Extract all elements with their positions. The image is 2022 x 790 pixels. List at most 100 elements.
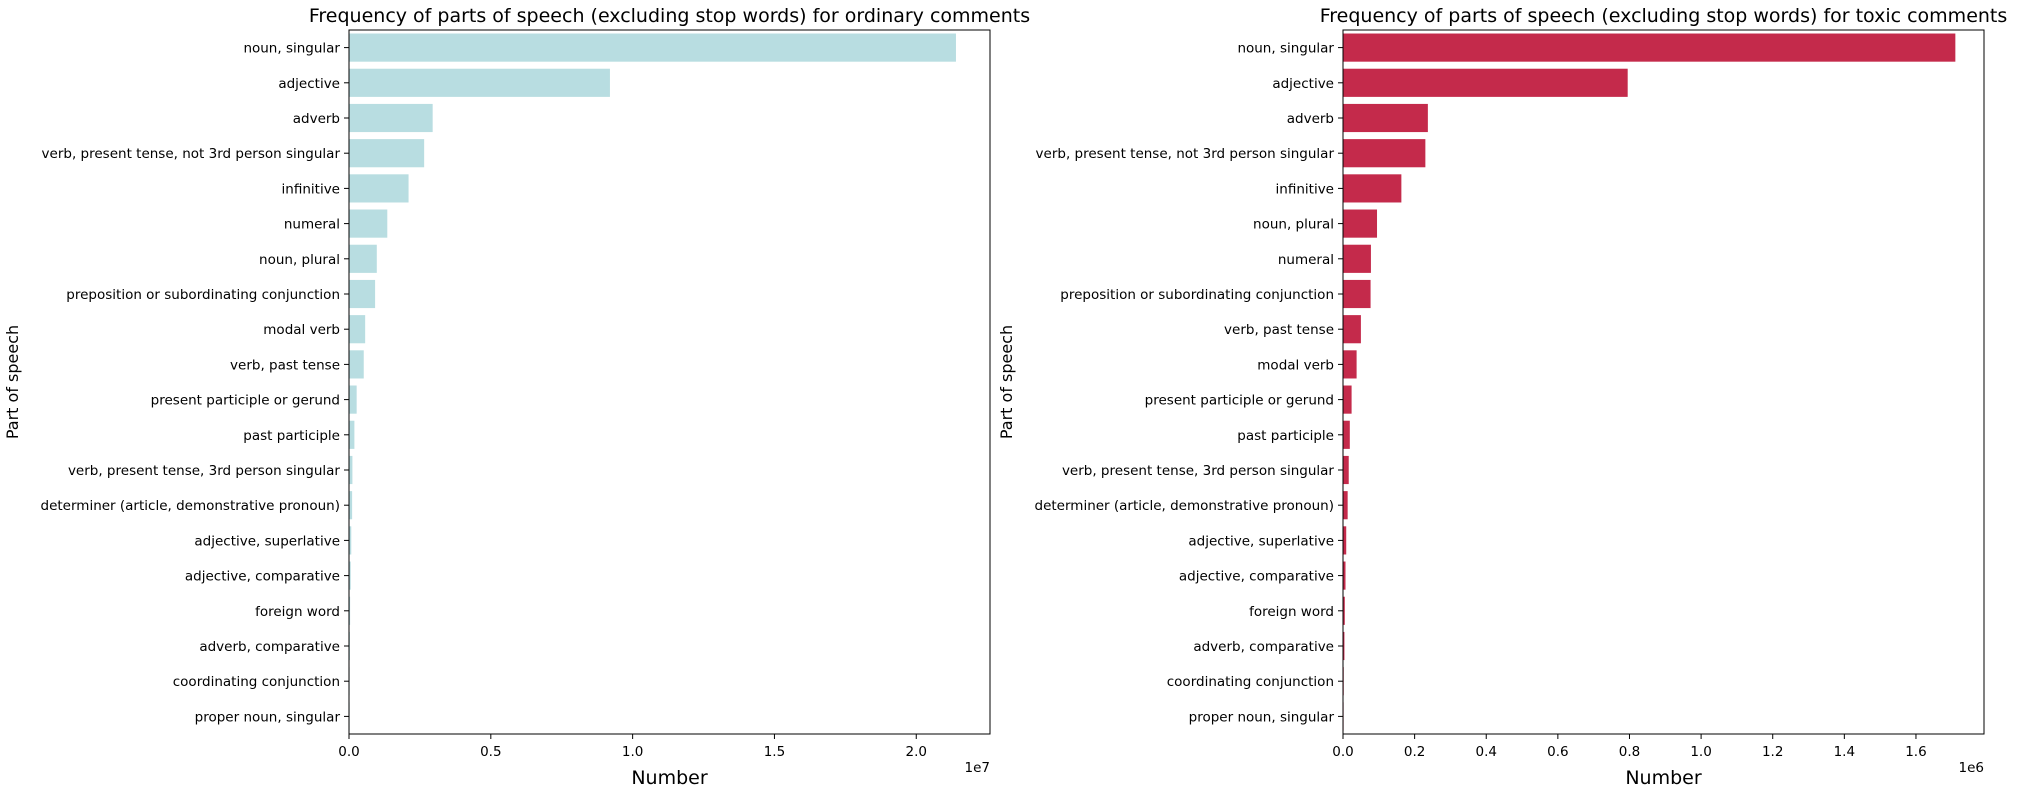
plot-frame xyxy=(1342,29,1985,735)
x-tick-label: 1.0 xyxy=(622,744,643,760)
category-label: adjective, superlative xyxy=(1188,533,1334,549)
bar xyxy=(1343,103,1428,133)
bar xyxy=(1343,631,1345,661)
category-label: past participle xyxy=(243,428,340,444)
bar xyxy=(1343,596,1345,625)
category-label: verb, present tense, not 3rd person sing… xyxy=(42,146,341,162)
bar xyxy=(1343,420,1350,449)
x-axis-label: Number xyxy=(1625,767,1702,789)
category-label: foreign word xyxy=(255,604,340,620)
bar xyxy=(1343,526,1347,555)
x-tick-label: 1.0 xyxy=(1690,744,1711,760)
category-label: noun, singular xyxy=(1237,41,1334,57)
category-label: adverb xyxy=(293,111,340,127)
category-label: numeral xyxy=(1278,252,1334,268)
bar xyxy=(1343,174,1402,203)
bar xyxy=(1343,455,1349,485)
bar xyxy=(349,491,353,520)
category-label: adjective, comparative xyxy=(1179,569,1334,585)
bar xyxy=(349,561,351,590)
category-label: verb, present tense, 3rd person singular xyxy=(1062,463,1334,479)
x-tick-label: 0.0 xyxy=(338,744,359,760)
chart-ordinary-comments: noun, singular adjective adverb verb, prese… xyxy=(3,5,1030,789)
category-label: noun, plural xyxy=(1253,217,1334,233)
category-label: adverb, comparative xyxy=(199,639,340,655)
bar xyxy=(349,350,364,379)
chart-title: Frequency of parts of speech (excluding … xyxy=(1320,5,2008,27)
category-label: modal verb xyxy=(263,322,340,338)
axis-offset-label: 1e6 xyxy=(1959,760,1984,776)
bar xyxy=(1343,68,1628,97)
bar xyxy=(349,455,353,485)
x-tick-label: 2.0 xyxy=(906,744,927,760)
bar xyxy=(349,420,355,449)
bar xyxy=(1343,385,1352,414)
category-label: determiner (article, demonstrative prono… xyxy=(41,498,341,514)
bar xyxy=(1343,33,1956,62)
bar xyxy=(349,68,610,97)
axis-offset-label: 1e7 xyxy=(965,760,990,776)
category-label: infinitive xyxy=(1276,181,1334,197)
category-label: numeral xyxy=(284,217,340,233)
category-label: infinitive xyxy=(282,181,340,197)
bar xyxy=(1343,315,1361,344)
bar xyxy=(349,385,357,414)
category-label: foreign word xyxy=(1249,604,1334,620)
x-tick-label: 0.6 xyxy=(1547,744,1568,760)
bar xyxy=(349,209,388,238)
bar xyxy=(349,279,376,309)
bar xyxy=(1343,139,1426,168)
x-tick-label: 1.5 xyxy=(764,744,785,760)
x-tick-label: 0.5 xyxy=(480,744,501,760)
x-tick-label: 0.2 xyxy=(1404,744,1425,760)
category-label: verb, past tense xyxy=(230,357,340,373)
category-label: preposition or subordinating conjunction xyxy=(66,287,340,303)
category-label: noun, singular xyxy=(243,41,340,57)
category-label: past participle xyxy=(1237,428,1334,444)
category-label: present participle or gerund xyxy=(1145,393,1334,409)
category-label: preposition or subordinating conjunction xyxy=(1060,287,1334,303)
plot-frame xyxy=(348,29,991,735)
category-label: verb, past tense xyxy=(1224,322,1334,338)
x-axis-label: Number xyxy=(631,767,708,789)
bar xyxy=(1343,561,1346,590)
category-label: proper noun, singular xyxy=(195,709,341,725)
x-tick-label: 1.6 xyxy=(1905,744,1926,760)
bar xyxy=(349,33,956,62)
category-label: verb, present tense, not 3rd person sing… xyxy=(1036,146,1335,162)
category-label: adverb xyxy=(1287,111,1334,127)
category-label: noun, plural xyxy=(259,252,340,268)
bar xyxy=(349,174,409,203)
chart-title: Frequency of parts of speech (excluding … xyxy=(309,5,1030,27)
bar xyxy=(1343,491,1348,520)
x-tick-label: 1.4 xyxy=(1834,744,1855,760)
category-label: adverb, comparative xyxy=(1193,639,1334,655)
bar xyxy=(349,526,352,555)
category-label: modal verb xyxy=(1257,357,1334,373)
category-label: coordinating conjunction xyxy=(173,674,340,690)
category-label: verb, present tense, 3rd person singular xyxy=(68,463,340,479)
y-axis-label: Part of speech xyxy=(997,325,1016,439)
category-label: adjective, superlative xyxy=(194,533,340,549)
category-label: adjective xyxy=(278,76,340,92)
x-tick-label: 0.0 xyxy=(1332,744,1353,760)
x-tick-label: 0.8 xyxy=(1619,744,1640,760)
category-label: determiner (article, demonstrative prono… xyxy=(1035,498,1335,514)
category-label: present participle or gerund xyxy=(151,393,340,409)
chart-toxic-comments: noun, singular adjective adverb verb, prese… xyxy=(997,5,2007,789)
bar xyxy=(1343,244,1371,273)
x-tick-label: 1.2 xyxy=(1762,744,1783,760)
y-axis-label: Part of speech xyxy=(3,325,22,439)
category-label: coordinating conjunction xyxy=(1167,674,1334,690)
bar xyxy=(349,244,377,273)
bar xyxy=(1343,279,1371,309)
bar xyxy=(349,103,433,133)
bar xyxy=(1343,350,1357,379)
x-tick-label: 0.4 xyxy=(1475,744,1496,760)
bar xyxy=(1343,209,1378,238)
category-label: proper noun, singular xyxy=(1189,709,1335,725)
category-label: adjective xyxy=(1272,76,1334,92)
bar xyxy=(349,315,366,344)
bar xyxy=(349,596,351,625)
